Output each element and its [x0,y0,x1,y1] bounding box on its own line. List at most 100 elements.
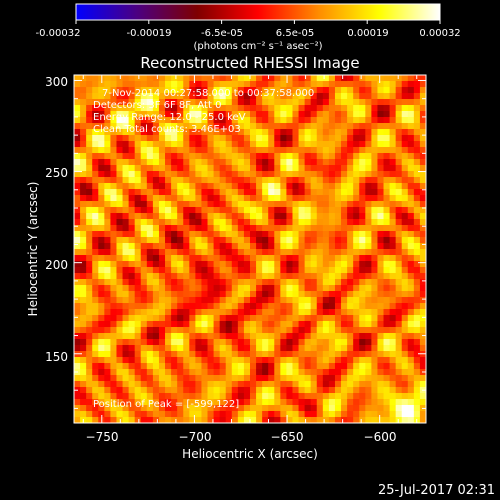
heatmap-cell [286,105,294,112]
heatmap-cell [280,99,288,106]
heatmap-cell [86,375,93,382]
heatmap-cell [407,357,415,364]
heatmap-cell [256,189,263,196]
heatmap-cell [359,123,366,130]
heatmap-cell [383,339,391,346]
heatmap-cell [171,321,178,328]
heatmap-cell [219,153,227,160]
heatmap-cell [158,195,166,202]
heatmap-cell [347,267,354,274]
heatmap-cell [104,345,112,352]
heatmap-cell [389,99,397,106]
heatmap-cell [122,75,130,82]
heatmap-cell [413,315,421,322]
heatmap-cell [304,183,312,190]
heatmap-cell [231,81,239,88]
heatmap-cell [92,297,99,304]
heatmap-cell [195,153,203,160]
heatmap-cell [262,147,269,154]
heatmap-cell [413,231,421,238]
heatmap-cell [237,297,245,304]
heatmap-cell [183,87,190,94]
heatmap-cell [183,291,190,298]
heatmap-cell [110,411,118,418]
heatmap-cell [304,243,312,250]
heatmap-cell [389,159,397,166]
heatmap-cell [292,117,300,124]
heatmap-cell [195,111,203,118]
heatmap-cell [158,417,166,423]
heatmap-cell [213,417,221,423]
heatmap-cell [286,327,294,334]
heatmap-cell [316,105,324,112]
heatmap-cell [140,189,148,196]
heatmap-cell [328,333,336,340]
heatmap-cell [98,141,105,148]
heatmap-cell [371,261,379,268]
heatmap-cell [365,363,372,370]
heatmap-cell [158,165,166,172]
heatmap-cell [407,111,415,118]
heatmap-cell [92,273,99,280]
heatmap-cell [128,321,136,328]
heatmap-cell [347,117,354,124]
heatmap-cell [165,267,172,274]
heatmap-cell [231,195,239,202]
heatmap-cell [395,117,403,124]
heatmap-cell [365,213,372,220]
heatmap-cell [243,411,251,418]
heatmap-cell [328,363,336,370]
heatmap-cell [189,231,196,238]
heatmap-cell [250,387,257,394]
heatmap-cell [189,351,196,358]
heatmap-cell [177,201,184,208]
heatmap-cell [177,153,184,160]
heatmap-cell [334,345,342,352]
heatmap-cell [92,363,99,370]
heatmap-cell [310,99,318,106]
heatmap-cell [347,309,354,316]
heatmap-cell [401,333,409,340]
heatmap-cell [140,135,148,142]
heatmap-cell [268,159,275,166]
heatmap-cell [304,165,312,172]
heatmap-cell [74,75,81,82]
heatmap-cell [377,285,385,292]
heatmap-cell [171,213,178,220]
heatmap-cell [122,261,130,268]
heatmap-cell [104,93,112,100]
heatmap-cell [183,309,190,316]
heatmap-cell [158,129,166,136]
heatmap-cell [225,213,233,220]
heatmap-cell [274,381,281,388]
heatmap-cell [171,369,178,376]
heatmap-cell [413,291,421,298]
heatmap-cell [134,339,142,346]
heatmap-cell [268,255,275,262]
heatmap-cell [298,297,306,304]
heatmap-cell [371,411,379,418]
heatmap-cell [177,135,184,142]
heatmap-cell [213,207,221,214]
heatmap-cell [292,219,300,226]
heatmap-cell [80,171,87,178]
heatmap-cell [280,81,288,88]
heatmap-cell [207,111,215,118]
heatmap-cell [250,111,257,118]
heatmap-cell [104,177,112,184]
heatmap-cell [207,177,215,184]
heatmap-cell [152,111,160,118]
heatmap-cell [365,99,372,106]
heatmap-cell [189,381,196,388]
heatmap-cell [371,195,379,202]
heatmap-cell [274,99,281,106]
heatmap-cell [207,261,215,268]
heatmap-cell [365,255,372,262]
heatmap-cell [310,321,318,328]
heatmap-cell [407,165,415,172]
heatmap-cell [395,183,403,190]
heatmap-cell [110,369,118,376]
heatmap-cell [250,333,257,340]
heatmap-cell [74,189,81,196]
heatmap-cell [219,207,227,214]
